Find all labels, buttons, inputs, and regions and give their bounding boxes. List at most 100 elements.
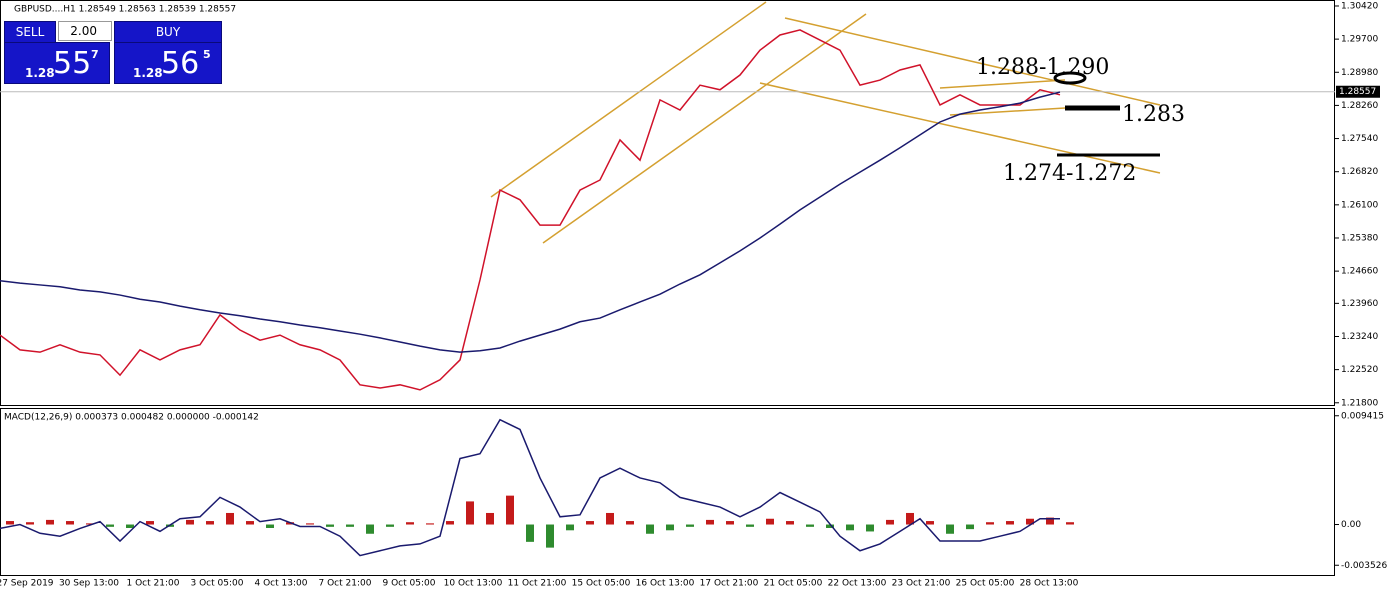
histogram-bar [1066, 522, 1074, 525]
y-tick-label: -0.003526 [1341, 561, 1387, 571]
x-tick-label: 11 Oct 21:00 [508, 579, 567, 589]
last-price-label: 1.28557 [1339, 87, 1376, 97]
histogram-bar [966, 524, 974, 530]
y-tick-label: 1.30420 [1341, 1, 1378, 11]
histogram-bar [366, 524, 374, 534]
lot-input[interactable]: 2.00 [58, 21, 112, 41]
histogram-bar [326, 524, 334, 527]
annotation: 1.283 [1122, 102, 1185, 127]
x-tick-label: 25 Oct 05:00 [956, 579, 1015, 589]
histogram-bar [846, 524, 854, 531]
last-price-box [1336, 85, 1380, 98]
histogram-bar [426, 523, 434, 525]
trend-lines [490, 1, 1161, 244]
histogram-bar [66, 521, 74, 525]
ask-big: 1.28 [133, 66, 163, 80]
histogram-bar [466, 501, 474, 525]
macd-frame [0, 408, 1335, 576]
macd-title: MACD(12,26,9) 0.000373 0.000482 0.000000… [4, 413, 259, 423]
y-tick-label: 1.22520 [1341, 365, 1378, 375]
histogram-bar [346, 524, 354, 527]
series-line [0, 29, 1061, 391]
x-tick-label: 27 Sep 2019 [0, 579, 54, 589]
y-tick-label: 1.23960 [1341, 299, 1378, 309]
x-tick-label: 28 Oct 13:00 [1020, 579, 1079, 589]
annotation: 1.288-1.290 [976, 55, 1109, 80]
histogram-bar [766, 518, 774, 525]
histogram-bar [826, 524, 834, 528]
histogram-bar [1006, 521, 1014, 525]
series-line [0, 91, 1061, 353]
y-tick-label: 1.26100 [1341, 200, 1378, 210]
y-tick-label: 1.25380 [1341, 233, 1378, 243]
y-tick-label: 0.00 [1341, 520, 1361, 530]
histogram-bar [226, 512, 234, 525]
histogram-bar [246, 521, 254, 525]
histogram-bar [606, 512, 614, 525]
histogram-bar [926, 521, 934, 525]
x-tick-label: 3 Oct 05:00 [191, 579, 244, 589]
histogram-bar [406, 522, 414, 525]
x-tick-label: 23 Oct 21:00 [892, 579, 951, 589]
histogram-bar [46, 519, 54, 525]
histogram-bar [686, 524, 694, 527]
annotation: 1.274-1.272 [1003, 161, 1136, 186]
ask-quote[interactable]: 1.28 56 5 [114, 42, 222, 84]
y-tick-label: 1.27540 [1341, 134, 1378, 144]
x-tick-label: 9 Oct 05:00 [383, 579, 436, 589]
sell-button[interactable]: SELL [4, 21, 56, 43]
y-tick-label: 1.29700 [1341, 35, 1378, 45]
ask-main: 56 [161, 46, 200, 81]
bid-big: 1.28 [25, 66, 55, 80]
histogram-bar [26, 522, 34, 525]
x-tick-label: 21 Oct 05:00 [764, 579, 823, 589]
histogram-bar [386, 524, 394, 527]
histogram-bar [566, 524, 574, 531]
histogram-bar [986, 522, 994, 525]
histogram-bar [526, 524, 534, 542]
histogram-bar [486, 512, 494, 525]
histogram-bar [806, 524, 814, 527]
y-tick-label: 1.28980 [1341, 68, 1378, 78]
histogram-bar [726, 521, 734, 525]
histogram-bar [146, 521, 154, 525]
histogram-bar [266, 524, 274, 528]
x-tick-label: 10 Oct 13:00 [444, 579, 503, 589]
bid-quote[interactable]: 1.28 55 7 [4, 42, 110, 84]
histogram-bar [946, 524, 954, 534]
histogram-bar [126, 524, 134, 528]
x-tick-label: 1 Oct 21:00 [127, 579, 180, 589]
x-tick-label: 4 Oct 13:00 [255, 579, 308, 589]
ask-small: 5 [203, 48, 211, 61]
series-line [0, 418, 1060, 557]
histogram-bar [906, 512, 914, 525]
x-tick-label: 22 Oct 13:00 [828, 579, 887, 589]
x-tick-label: 16 Oct 13:00 [636, 579, 695, 589]
symbol-header: GBPUSD....H1 1.28549 1.28563 1.28539 1.2… [14, 5, 236, 15]
histogram-bar [206, 521, 214, 525]
histogram-bar [786, 521, 794, 525]
histogram-bar [646, 524, 654, 534]
x-tick-label: 30 Sep 13:00 [59, 579, 119, 589]
histogram-bar [626, 521, 634, 525]
histogram-bar [666, 524, 674, 531]
y-tick-label: 1.24660 [1341, 267, 1378, 277]
histogram-bar [586, 521, 594, 525]
price-frame [0, 0, 1335, 406]
resistance-mark [1053, 71, 1087, 85]
buy-button[interactable]: BUY [114, 21, 222, 43]
histogram-bar [6, 521, 14, 525]
x-tick-label: 17 Oct 21:00 [700, 579, 759, 589]
histogram-bar [1026, 518, 1034, 525]
histogram-bar [506, 495, 514, 525]
y-tick-label: 1.28260 [1341, 101, 1378, 111]
histogram-bar [306, 523, 314, 525]
histogram-bar [446, 521, 454, 525]
histogram-bar [186, 519, 194, 525]
histogram-bar [86, 523, 94, 525]
y-tick-label: 1.26820 [1341, 167, 1378, 177]
bid-main: 55 [53, 46, 92, 81]
y-tick-label: 1.21800 [1341, 398, 1378, 408]
